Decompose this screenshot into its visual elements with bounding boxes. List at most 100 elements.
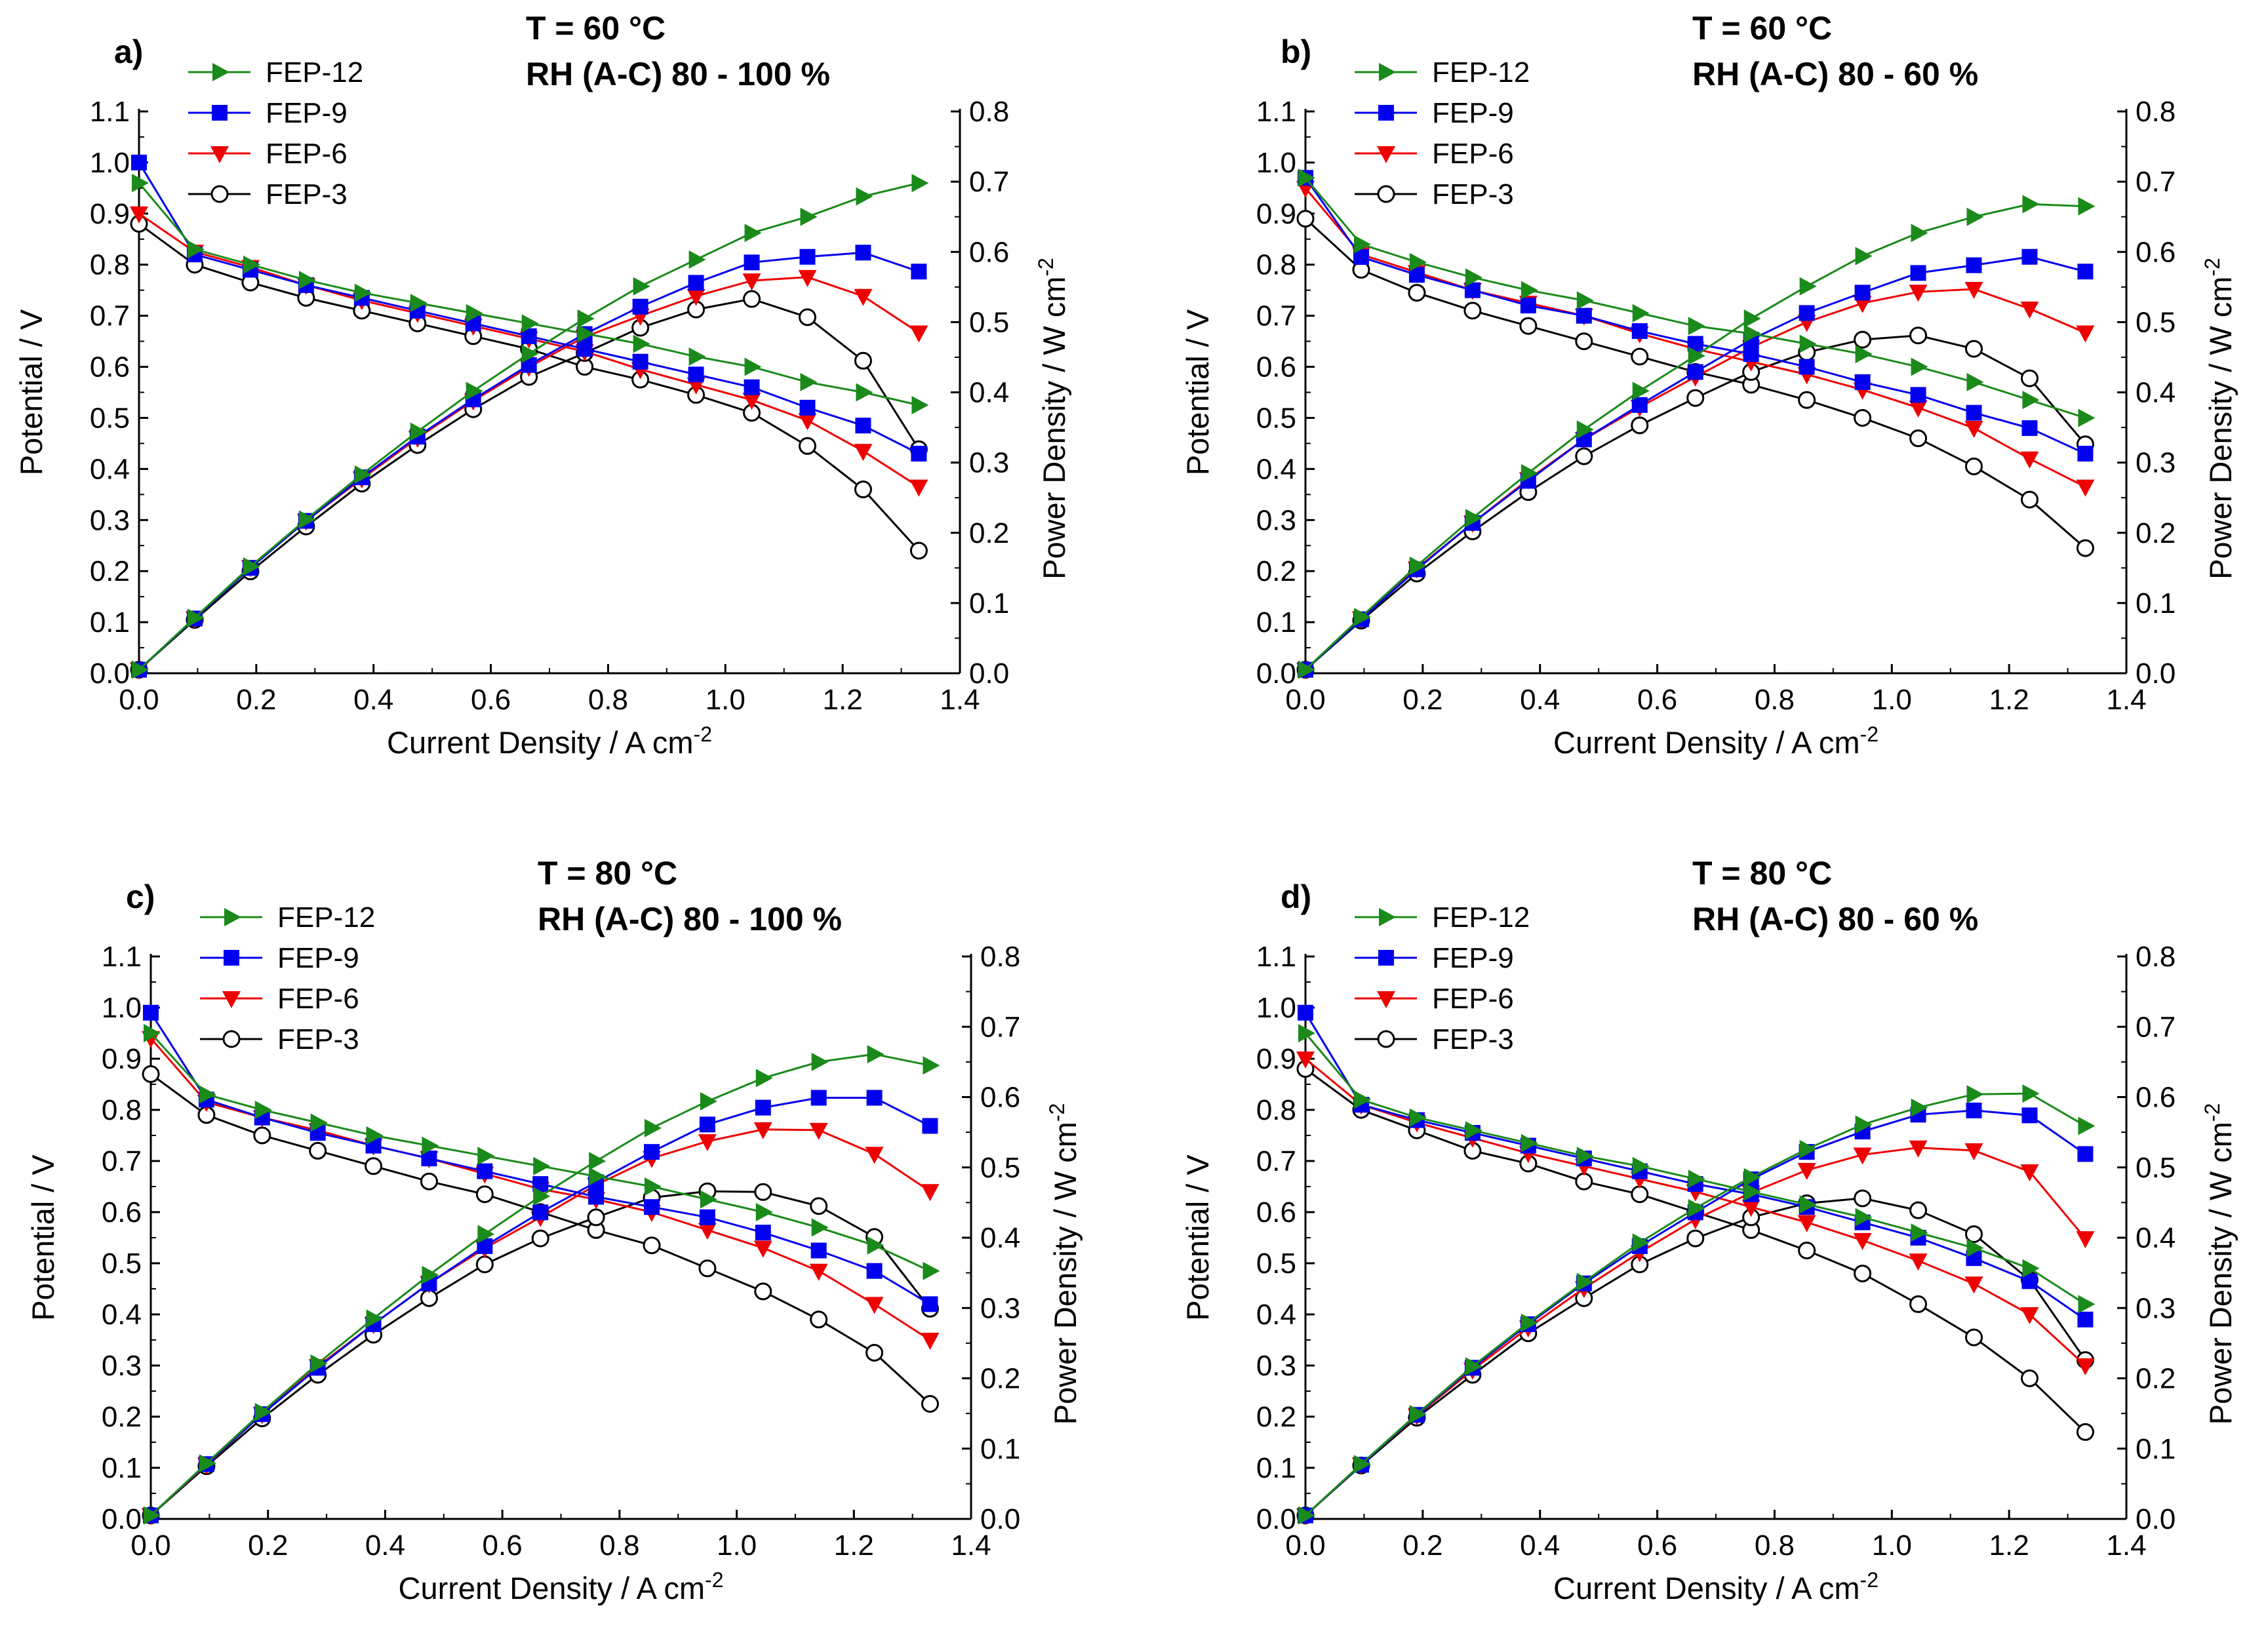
- voltage-point: [187, 240, 205, 259]
- voltage-point: [798, 413, 817, 431]
- y-tick-label: 0.7: [1256, 300, 1296, 332]
- y-tick-label: 0.8: [102, 1094, 142, 1126]
- power-point: [1854, 285, 1871, 301]
- series-fep-3: [1296, 1060, 2094, 1525]
- voltage-point: [1521, 281, 1538, 300]
- power-point: [744, 254, 760, 271]
- x-tick-label: 1.4: [2106, 684, 2146, 716]
- power-point: [809, 1122, 828, 1140]
- voltage-point: [1799, 1195, 1817, 1214]
- legend-marker: [222, 1030, 241, 1048]
- power-point: [688, 275, 704, 291]
- y-tick-label: 0.5: [90, 402, 130, 434]
- panel-letter: b): [1281, 33, 1311, 70]
- legend-marker: [1378, 950, 1394, 966]
- power-point: [1911, 1098, 1928, 1117]
- voltage-point: [477, 1163, 493, 1179]
- y-tick-label: 1.0: [90, 147, 130, 179]
- y-axis-label-text: Potential / V: [14, 309, 49, 475]
- y-tick-label: 1.1: [1256, 941, 1296, 973]
- y2-tick-label: 0.0: [980, 1503, 1020, 1535]
- voltage-point: [199, 1085, 216, 1104]
- y-tick-label: 1.0: [102, 992, 142, 1024]
- y2-tick-label: 0.8: [2136, 96, 2176, 128]
- y2-axis-label-text: Power Density / W cm: [2203, 1122, 2238, 1425]
- x-tick-label: 0.4: [1520, 684, 1560, 716]
- power-point: [923, 1056, 940, 1075]
- power-point: [1909, 1140, 1928, 1158]
- series-fep-9: [1298, 1004, 2094, 1524]
- power-point: [199, 1454, 216, 1473]
- y-tick-label: 1.1: [102, 941, 142, 973]
- y-tick-label: 0.7: [1256, 1145, 1296, 1177]
- voltage-point: [143, 1004, 159, 1021]
- chart-panel-3: 0.0 0.2 0.4 0.6 0.8 1.0 1.2 1.40.00.10.20.30.40…: [1180, 855, 2238, 1605]
- y2-axis-label: Power Density / W cm-2: [2200, 1103, 2238, 1425]
- power-point: [799, 248, 816, 265]
- voltage-point: [1631, 323, 1648, 340]
- legend-marker: [1377, 991, 1395, 1008]
- power-point: [921, 1184, 940, 1202]
- power-point: [1409, 557, 1427, 576]
- voltage-point: [1964, 421, 1983, 439]
- legend-marker: [210, 146, 229, 163]
- y-tick-label: 0.9: [90, 198, 130, 230]
- voltage-point: [1465, 1121, 1482, 1140]
- x-tick-label: 1.2: [1989, 1529, 2029, 1562]
- voltage-point: [1909, 1253, 1928, 1271]
- voltage-point: [2076, 479, 2095, 497]
- power-point: [743, 290, 761, 308]
- x-tick-label: 1.4: [940, 684, 980, 716]
- voltage-point: [1463, 302, 1482, 320]
- power-point: [2076, 325, 2095, 343]
- voltage-point: [130, 206, 148, 224]
- voltage-point: [753, 1240, 772, 1258]
- y-tick-label: 0.8: [90, 249, 130, 281]
- y2-tick-label: 0.0: [969, 658, 1009, 690]
- y2-tick-label: 0.5: [969, 306, 1009, 338]
- power-point: [243, 557, 260, 576]
- legend-marker: [212, 63, 229, 81]
- y-tick-label: 1.0: [1256, 992, 1296, 1024]
- x-tick-label: 1.0: [706, 684, 746, 716]
- voltage-point: [1966, 1238, 1984, 1257]
- y-tick-label: 0.9: [1256, 198, 1296, 230]
- power-point: [798, 269, 817, 287]
- y2-tick-label: 0.5: [980, 1152, 1020, 1184]
- voltage-point: [699, 1209, 715, 1225]
- y-axis-label: Potential / V: [1180, 1154, 1215, 1321]
- y2-tick-label: 0.3: [969, 447, 1009, 479]
- voltage-point: [310, 1113, 328, 1132]
- power-point: [410, 422, 428, 441]
- x-tick-label: 0.4: [1520, 1529, 1560, 1562]
- x-axis-label: Current Density / A cm-2: [1553, 722, 1879, 760]
- voltage-point: [742, 393, 761, 410]
- voltage-point: [2022, 391, 2040, 410]
- legend-label: FEP-3: [1432, 178, 1514, 210]
- voltage-point: [2020, 490, 2039, 509]
- power-point: [1909, 326, 1928, 345]
- voltage-point: [1298, 1024, 1315, 1042]
- power-point: [1854, 1189, 1872, 1208]
- y-axis-label: Potential / V: [26, 1154, 60, 1321]
- legend-label: FEP-3: [277, 1023, 359, 1055]
- chart-title: T = 80 °C: [1692, 855, 1832, 892]
- x-axis-label: Current Density / A cm-2: [1553, 1568, 1879, 1605]
- voltage-point: [1853, 1232, 1872, 1250]
- y2-axis-label: Power Density / W cm-2: [2200, 258, 2238, 580]
- power-point: [911, 174, 929, 193]
- voltage-point: [588, 1189, 605, 1205]
- voltage-point: [1353, 235, 1371, 254]
- power-point: [533, 1187, 551, 1206]
- voltage-point: [921, 1333, 940, 1350]
- voltage-point: [854, 444, 873, 462]
- y-tick-label: 0.3: [102, 1350, 142, 1382]
- y2-tick-label: 0.3: [2136, 1292, 2176, 1324]
- voltage-point: [799, 399, 816, 416]
- y-tick-label: 1.1: [90, 96, 130, 128]
- power-point: [1964, 1143, 1983, 1161]
- y2-tick-label: 0.2: [2136, 1363, 2176, 1395]
- y-tick-label: 0.3: [1256, 1350, 1296, 1382]
- power-point: [1686, 389, 1705, 407]
